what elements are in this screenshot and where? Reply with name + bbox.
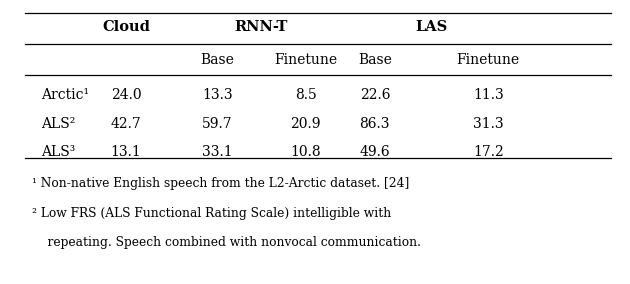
Text: 20.9: 20.9 [290,116,321,131]
Text: Finetune: Finetune [457,53,520,67]
Text: 24.0: 24.0 [111,88,141,102]
Text: 17.2: 17.2 [473,145,503,159]
Text: ² Low FRS (ALS Functional Rating Scale) intelligible with: ² Low FRS (ALS Functional Rating Scale) … [32,206,391,220]
Text: Finetune: Finetune [274,53,337,67]
Text: 13.3: 13.3 [202,88,232,102]
Text: 42.7: 42.7 [111,116,141,131]
Text: Cloud: Cloud [102,20,150,34]
Text: 22.6: 22.6 [360,88,390,102]
Text: 49.6: 49.6 [360,145,390,159]
Text: 8.5: 8.5 [295,88,316,102]
Text: Base: Base [200,53,234,67]
Text: LAS: LAS [415,20,448,34]
Text: RNN-T: RNN-T [235,20,288,34]
Text: ¹ Non-native English speech from the L2-Arctic dataset. [24]: ¹ Non-native English speech from the L2-… [32,177,409,190]
Text: repeating. Speech combined with nonvocal communication.: repeating. Speech combined with nonvocal… [32,236,420,249]
Text: Arctic¹: Arctic¹ [41,88,89,102]
Text: 31.3: 31.3 [473,116,503,131]
Text: 59.7: 59.7 [202,116,232,131]
Text: 86.3: 86.3 [360,116,390,131]
Text: 10.8: 10.8 [290,145,321,159]
Text: ALS³: ALS³ [41,145,75,159]
Text: Base: Base [358,53,392,67]
Text: 11.3: 11.3 [473,88,503,102]
Text: 33.1: 33.1 [202,145,232,159]
Text: 13.1: 13.1 [111,145,141,159]
Text: ALS²: ALS² [41,116,76,131]
